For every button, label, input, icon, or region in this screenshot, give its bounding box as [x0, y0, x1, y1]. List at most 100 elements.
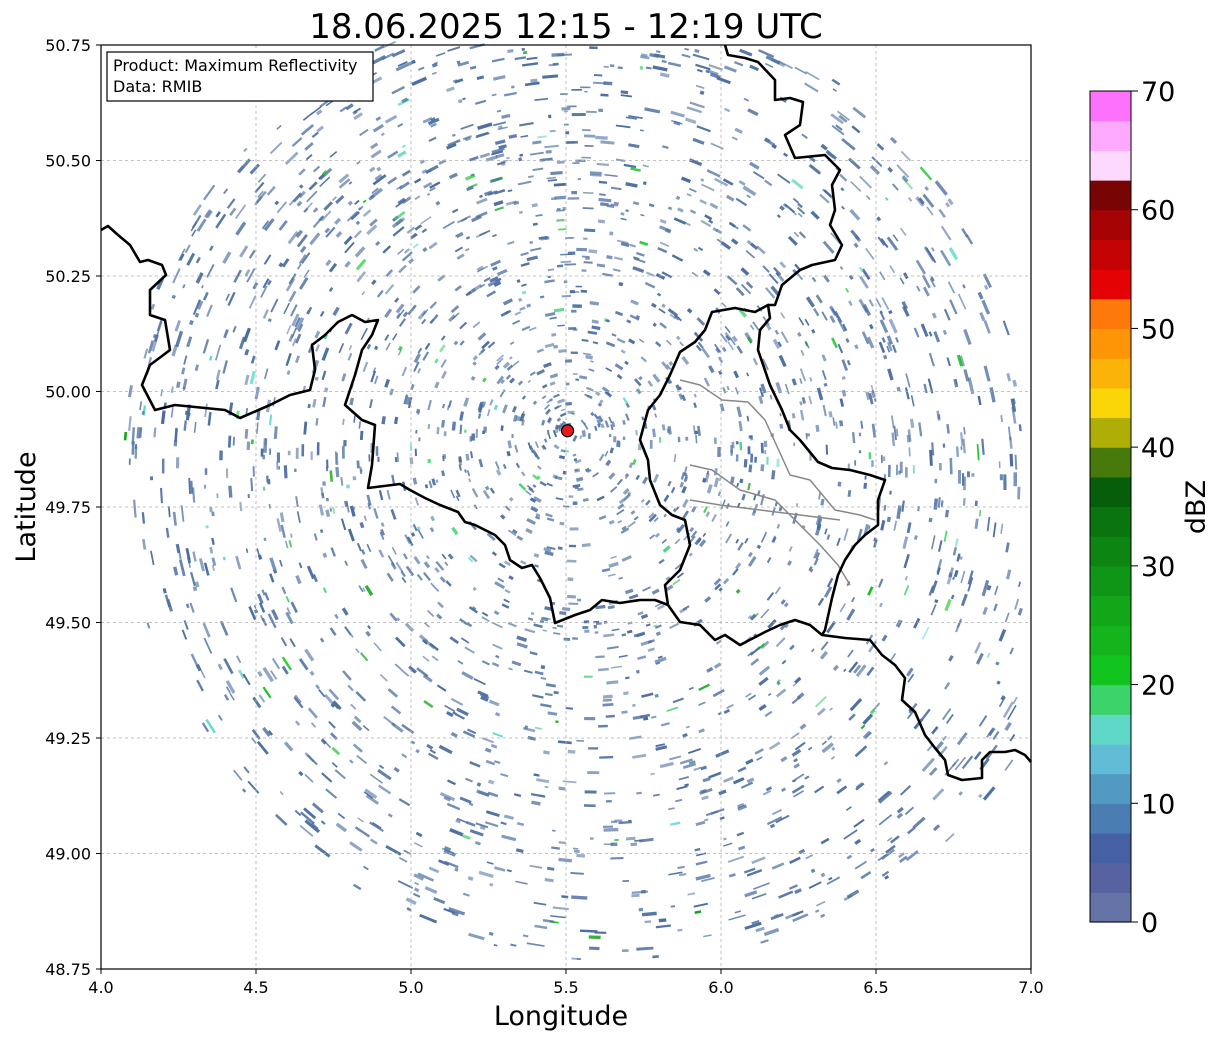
radar-echo: [541, 419, 546, 426]
radar-echo: [491, 93, 497, 97]
radar-echo: [189, 319, 194, 326]
radar-echo: [312, 398, 317, 408]
radar-echo: [401, 251, 413, 262]
radar-echo: [328, 286, 334, 292]
radar-echo: [555, 424, 560, 430]
radar-echo: [352, 109, 358, 115]
radar-echo: [302, 112, 314, 121]
radar-echo: [870, 847, 875, 853]
radar-echo: [516, 635, 528, 642]
radar-echo: [355, 691, 367, 702]
radar-echo: [487, 791, 499, 798]
radar-echo: [508, 575, 514, 581]
radar-echo: [295, 574, 302, 585]
radar-echo: [171, 294, 176, 299]
radar-echo: [345, 484, 350, 489]
radar-echo: [809, 453, 812, 461]
radar-echo: [609, 64, 615, 68]
radar-echo: [705, 511, 711, 518]
radar-echo: [520, 134, 529, 138]
radar-echo: [963, 369, 970, 382]
radar-echo: [264, 592, 270, 601]
radar-echo: [799, 368, 807, 382]
radar-echo: [466, 185, 474, 192]
radar-echo: [558, 348, 568, 353]
radar-echo: [675, 384, 681, 391]
radar-echo: [279, 512, 285, 523]
radar-echo: [630, 299, 639, 306]
radar-echo: [804, 318, 810, 326]
radar-echo: [536, 475, 541, 480]
radar-echo: [338, 173, 350, 184]
radar-echo: [507, 189, 513, 193]
radar-echo: [686, 193, 692, 197]
radar-echo: [507, 529, 517, 537]
eastern-border: [723, 44, 844, 307]
radar-echo: [983, 284, 989, 291]
radar-echo: [737, 802, 745, 809]
radar-echo: [622, 493, 631, 502]
radar-echo: [960, 432, 964, 446]
radar-echo: [720, 333, 728, 343]
radar-echo: [512, 360, 520, 367]
radar-echo: [454, 78, 464, 84]
radar-echo: [253, 604, 257, 609]
radar-echo: [509, 341, 515, 346]
radar-echo: [526, 56, 538, 61]
radar-echo: [242, 673, 251, 686]
radar-echo: [693, 247, 699, 252]
radar-echo: [305, 153, 313, 161]
radar-echo: [487, 341, 496, 349]
radar-echo: [422, 116, 433, 124]
radar-echo: [736, 345, 743, 354]
radar-echo: [391, 722, 404, 733]
radar-echo: [746, 777, 755, 784]
radar-echo: [691, 505, 697, 513]
radar-echo: [447, 553, 454, 560]
radar-echo: [777, 341, 782, 348]
radar-echo: [729, 476, 735, 484]
radar-echo: [586, 394, 593, 400]
radar-echo: [948, 247, 959, 261]
radar-echo: [414, 195, 421, 201]
radar-echo: [520, 471, 526, 477]
radar-echo: [410, 232, 418, 240]
radar-echo: [513, 414, 518, 422]
radar-echo: [429, 186, 436, 192]
radar-echo: [194, 581, 200, 588]
radar-echo: [311, 131, 319, 139]
radar-echo: [406, 536, 414, 547]
radar-echo: [226, 198, 236, 209]
radar-echo: [303, 421, 308, 435]
radar-echo: [232, 325, 237, 333]
radar-echo: [369, 399, 373, 409]
radar-echo: [386, 572, 394, 582]
radar-echo: [754, 748, 764, 755]
radar-echo: [771, 535, 777, 543]
radar-echo: [821, 740, 828, 746]
radar-echo: [263, 218, 275, 232]
radar-echo: [635, 429, 638, 436]
radar-echo: [672, 507, 678, 513]
radar-echo: [450, 697, 464, 706]
radar-echo: [602, 703, 614, 707]
radar-echo: [839, 173, 848, 182]
radar-echo: [713, 288, 721, 296]
radar-echo: [696, 538, 702, 544]
radar-echo: [508, 356, 513, 360]
radar-echo: [589, 171, 602, 176]
radar-echo: [638, 338, 645, 344]
radar-echo: [287, 450, 291, 456]
radar-echo: [548, 417, 553, 424]
radar-echo: [563, 280, 568, 284]
radar-echo: [342, 418, 345, 425]
radar-echo: [284, 540, 289, 549]
colorbar-bin: [1090, 120, 1131, 151]
radar-echo: [343, 500, 349, 508]
radar-echo: [750, 658, 760, 666]
radar-echo: [793, 790, 804, 798]
radar-echo: [314, 330, 321, 339]
radar-echo: [458, 464, 462, 471]
radar-echo: [745, 758, 754, 765]
radar-echo: [503, 91, 517, 97]
